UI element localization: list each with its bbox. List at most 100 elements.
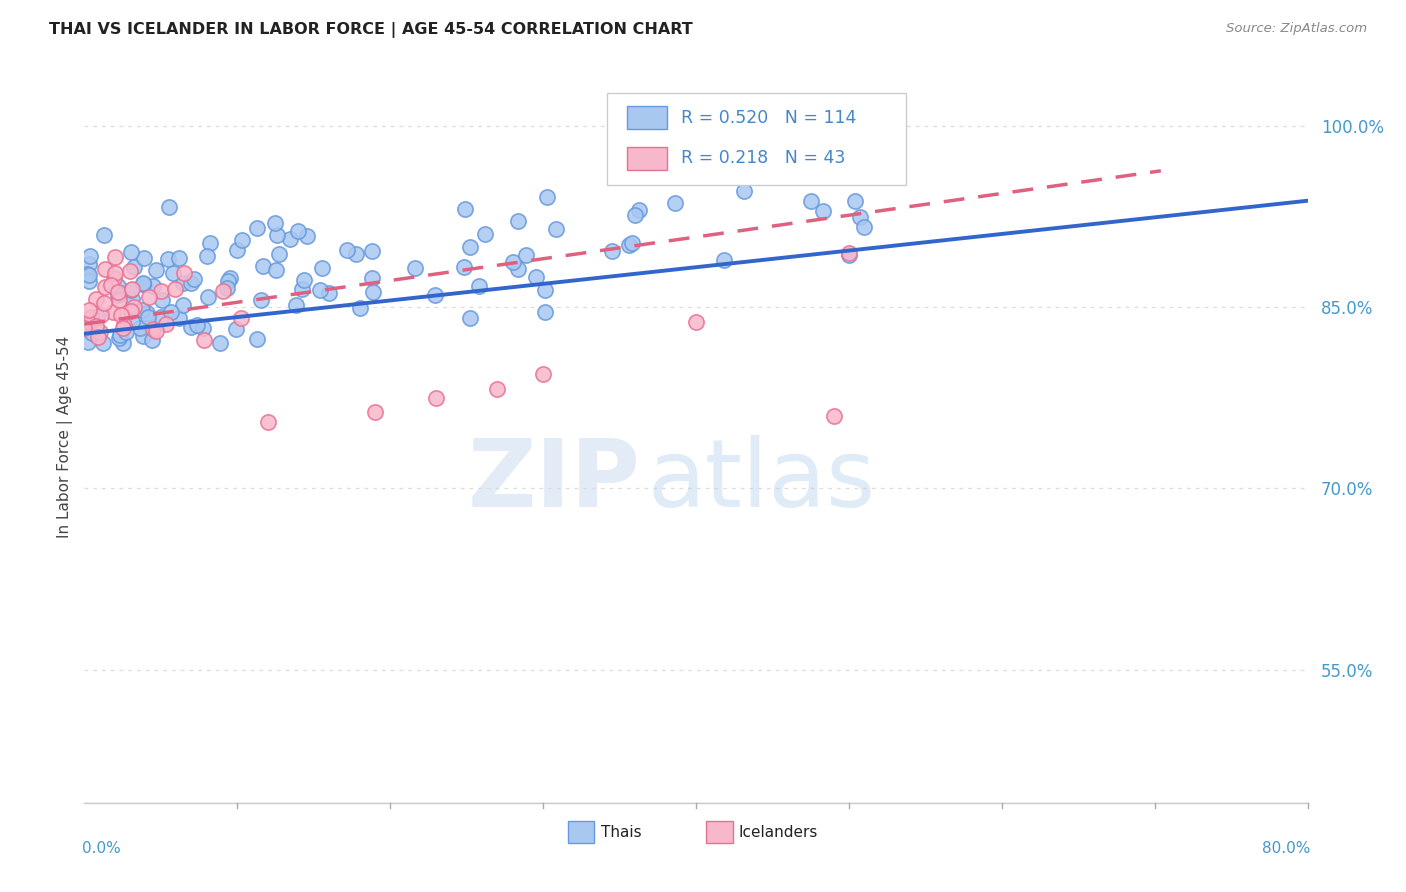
Point [246, 220, 269, 235]
Point [266, 227, 288, 242]
Bar [627, 106, 666, 129]
Text: 80.0%: 80.0% [1261, 840, 1310, 855]
Point [278, 232, 301, 246]
Point [77, 274, 100, 288]
Point [318, 286, 340, 301]
Point [79, 302, 101, 317]
Point [155, 317, 177, 331]
Point [515, 248, 537, 262]
Point [122, 301, 145, 315]
Point [135, 306, 157, 320]
Point [364, 405, 387, 419]
Point [425, 391, 447, 405]
Point [157, 252, 180, 267]
Point [468, 279, 491, 293]
Point [110, 308, 132, 322]
Point [145, 324, 167, 338]
Point [212, 284, 235, 298]
Point [361, 285, 384, 299]
Text: 0.0%: 0.0% [82, 840, 121, 855]
Point [169, 310, 191, 325]
Point [811, 203, 834, 218]
Point [295, 228, 318, 243]
Point [217, 274, 239, 288]
Point [620, 235, 643, 250]
Point [823, 409, 845, 423]
Point [120, 303, 142, 318]
Point [193, 333, 215, 347]
Point [534, 304, 557, 318]
Point [94, 280, 117, 294]
Point [252, 259, 274, 273]
Point [454, 202, 477, 216]
Point [108, 331, 131, 345]
Point [77, 268, 100, 282]
Point [486, 382, 509, 396]
Point [544, 221, 567, 235]
Point [533, 283, 555, 297]
Point [93, 228, 115, 243]
Text: ZIP: ZIP [468, 435, 641, 527]
Point [225, 322, 247, 336]
FancyBboxPatch shape [606, 94, 907, 185]
Point [129, 321, 152, 335]
Point [311, 260, 333, 275]
Point [103, 271, 125, 285]
Point [107, 285, 129, 300]
Point [186, 318, 208, 332]
Point [90, 308, 112, 322]
Point [361, 244, 384, 259]
Point [713, 252, 735, 267]
Point [131, 302, 153, 317]
Point [257, 415, 280, 429]
Text: R = 0.218   N = 43: R = 0.218 N = 43 [682, 149, 845, 167]
Text: THAI VS ICELANDER IN LABOR FORCE | AGE 45-54 CORRELATION CHART: THAI VS ICELANDER IN LABOR FORCE | AGE 4… [49, 22, 693, 38]
Point [132, 277, 155, 291]
Point [198, 236, 221, 251]
Point [115, 326, 138, 340]
Point [76, 268, 98, 282]
Point [458, 240, 481, 254]
Point [284, 298, 307, 312]
Point [91, 336, 114, 351]
Point [142, 279, 165, 293]
Bar [568, 821, 595, 843]
Point [121, 282, 143, 296]
Point [107, 288, 129, 302]
Point [180, 319, 202, 334]
Y-axis label: In Labor Force | Age 45-54: In Labor Force | Age 45-54 [58, 336, 73, 538]
Point [100, 278, 122, 293]
Point [853, 220, 876, 235]
Point [264, 216, 287, 230]
Point [848, 211, 870, 225]
Point [107, 279, 129, 293]
Point [112, 318, 135, 333]
Point [149, 284, 172, 298]
Point [453, 260, 475, 274]
Point [132, 329, 155, 343]
Point [524, 270, 547, 285]
Point [79, 310, 101, 324]
Point [150, 310, 173, 325]
Point [111, 321, 134, 335]
Point [121, 315, 143, 329]
Point [120, 244, 142, 259]
Point [93, 261, 115, 276]
Point [104, 251, 127, 265]
Text: Source: ZipAtlas.com: Source: ZipAtlas.com [1226, 22, 1367, 36]
Point [110, 328, 132, 343]
Point [733, 184, 755, 198]
Point [157, 201, 180, 215]
Bar [627, 146, 666, 170]
Point [844, 194, 866, 208]
Point [229, 310, 252, 325]
Point [80, 326, 103, 340]
Point [506, 214, 529, 228]
Point [425, 288, 447, 302]
Text: Thais: Thais [600, 824, 641, 839]
Point [77, 335, 100, 350]
Point [287, 224, 309, 238]
Point [502, 254, 524, 268]
Point [132, 277, 155, 291]
Point [628, 203, 651, 218]
